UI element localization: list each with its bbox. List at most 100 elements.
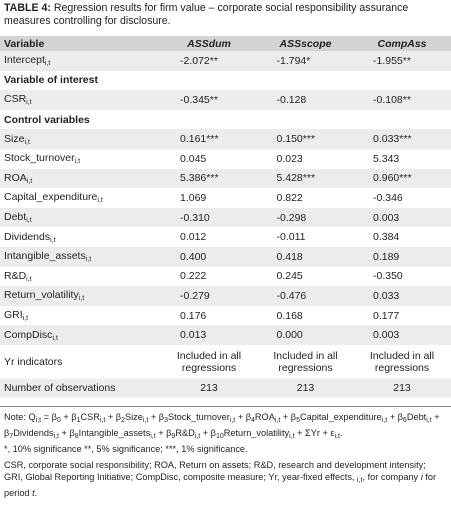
coefficient-cell: 0.012: [160, 227, 258, 247]
table-header-row: Variable ASSdum ASSscope CompAss: [0, 36, 451, 51]
variable-name: CompDisc: [4, 328, 53, 341]
coefficient-cell: 0.161***: [160, 129, 258, 149]
coefficient-value: 0.189: [373, 250, 400, 263]
coefficient-value: 0.418: [276, 250, 303, 263]
header-variable: Variable: [0, 36, 160, 51]
table-row-roa: ROAi,t 5.386*** 5.428*** 0.960***: [0, 168, 451, 189]
coefficient-value: 0.033: [373, 289, 400, 302]
variable-subscript: i,t: [26, 99, 32, 107]
coefficient-value: 0.176: [180, 309, 207, 322]
coefficient-value: 0.045: [180, 152, 207, 165]
table-row-return-volatility: Return_volatilityi,t -0.279 -0.476 0.033: [0, 286, 451, 306]
observations-cell: 213: [258, 378, 353, 397]
row-label: Number of observations: [0, 378, 160, 397]
table-row-stock-turnover: Stock_turnoveri,t 0.045 0.023 5.343: [0, 149, 451, 169]
variable-subscript: i,t: [24, 138, 30, 146]
coefficient-cell: 0.013: [160, 325, 258, 345]
section-row-control-variables: Control variables: [0, 110, 451, 130]
coefficient-value: -0.298: [276, 211, 307, 224]
coefficient-value: 0.245: [276, 270, 303, 283]
coefficient-cell: 0.245: [258, 267, 353, 287]
table-row-dividends: Dividendsi,t 0.012 -0.011 0.384: [0, 227, 451, 247]
coefficient-cell: -0.350: [353, 267, 451, 287]
coefficient-cell: -0.011: [258, 227, 353, 247]
coefficient-cell: -2.072**: [160, 51, 258, 71]
observations-cell: 213: [353, 378, 451, 397]
header-model-compass: CompAss: [353, 36, 451, 51]
coefficient-cell: -0.346: [353, 188, 451, 208]
yr-indicator-cell: Included in all regressions: [273, 349, 338, 374]
coefficient-value: 5.343: [373, 152, 400, 165]
table-row-compdisc: CompDisci,t 0.013 0.000 0.003: [0, 325, 451, 345]
coefficient-cell: 1.069: [160, 188, 258, 208]
coefficient-value: -0.108**: [373, 93, 411, 106]
table-row-size: Sizei,t 0.161*** 0.150*** 0.033***: [0, 129, 451, 149]
variable-name: Intangible_assets: [4, 250, 86, 263]
coefficient-value: 0.960***: [373, 172, 412, 185]
coefficient-value: -0.346: [373, 191, 403, 204]
coefficient-value: 5.428***: [276, 172, 316, 185]
variable-subscript: i,t: [74, 158, 81, 166]
coefficient-cell: -0.310: [160, 207, 258, 228]
coefficient-cell: 5.428***: [258, 168, 353, 189]
variable-name: Capital_expenditure: [4, 191, 98, 204]
coefficient-cell: 0.000: [258, 325, 353, 345]
variable-subscript: i,t: [97, 197, 103, 205]
table-row-intangible-assets: Intangible_assetsi,t 0.400 0.418 0.189: [0, 246, 451, 267]
row-label: Intercepti,t: [0, 51, 160, 71]
coefficient-cell: 0.176: [160, 306, 258, 326]
row-label: Stock_turnoveri,t: [0, 149, 160, 169]
coefficient-cell: 0.222: [160, 267, 258, 287]
coefficient-value: 5.386***: [180, 172, 219, 185]
row-label: Return_volatilityi,t: [0, 286, 160, 306]
variable-name: R&D: [4, 269, 27, 282]
table-row-gri: GRIi,t 0.176 0.168 0.177: [0, 306, 451, 326]
coefficient-value: 0.384: [373, 231, 400, 244]
coefficient-value: -2.072**: [180, 54, 218, 67]
table-row-capital-expenditure: Capital_expenditurei,t 1.069 0.822 -0.346: [0, 188, 451, 208]
coefficient-value: 0.400: [180, 250, 207, 263]
row-label: GRIi,t: [0, 306, 160, 326]
table-row-debt: Debti,t -0.310 -0.298 0.003: [0, 207, 451, 228]
coefficient-value: 0.168: [276, 309, 303, 322]
coefficient-value: 0.003: [373, 329, 400, 342]
table-row-observations: Number of observations 213 213 213: [0, 378, 451, 397]
coefficient-value: 0.003: [373, 211, 400, 224]
coefficient-cell: -1.794*: [258, 51, 353, 71]
coefficient-value: -0.345**: [180, 93, 218, 106]
variable-name: Stock_turnover: [4, 152, 75, 165]
caption-text: Regression results for firm value – corp…: [4, 2, 409, 27]
table-notes: Note: Qi,t = β0 + β1CSRi,t + β2Sizei,t +…: [0, 406, 451, 508]
row-label: Intangible_assetsi,t: [0, 246, 160, 267]
coefficient-value: 0.023: [276, 152, 303, 165]
table-row-r-d: R&Di,t 0.222 0.245 -0.350: [0, 267, 451, 287]
variable-name: ROA: [4, 171, 27, 184]
coefficient-value: -1.955**: [373, 54, 411, 67]
header-model-assdum: ASSdum: [160, 36, 258, 51]
variable-name: CSR: [4, 93, 27, 106]
coefficient-cell: -0.345**: [160, 90, 258, 110]
table-row-yr-indicators: Yr indicators Included in all regressions…: [0, 345, 451, 379]
note-significance: *, 10% significance **, 5% significance;…: [4, 444, 248, 454]
observations-cell: 213: [160, 378, 258, 397]
row-label: Debti,t: [0, 207, 160, 228]
variable-name: Debt: [4, 211, 27, 224]
note-abbreviations: CSR, corporate social responsibility; RO…: [4, 460, 437, 498]
variable-subscript: i,t: [52, 334, 58, 342]
coefficient-cell: -0.476: [258, 286, 353, 306]
coefficient-cell: 0.033***: [353, 129, 451, 149]
row-label: Capital_expenditurei,t: [0, 188, 160, 208]
coefficient-value: 0.033***: [373, 133, 412, 146]
table-body: Intercepti,t -2.072** -1.794* -1.955** Varia…: [0, 51, 451, 397]
row-label: R&Di,t: [0, 267, 160, 287]
variable-subscript: i,t: [22, 315, 29, 323]
coefficient-value: -0.350: [373, 270, 403, 283]
coefficient-value: -0.310: [180, 211, 210, 224]
row-label: CompDisci,t: [0, 325, 160, 345]
coefficient-value: 0.150***: [276, 133, 316, 146]
coefficient-value: 0.177: [373, 309, 400, 322]
row-label: Yr indicators: [4, 355, 63, 368]
row-label: Sizei,t: [0, 129, 160, 149]
variable-subscript: i,t: [26, 177, 33, 185]
coefficient-value: -0.279: [180, 289, 210, 302]
